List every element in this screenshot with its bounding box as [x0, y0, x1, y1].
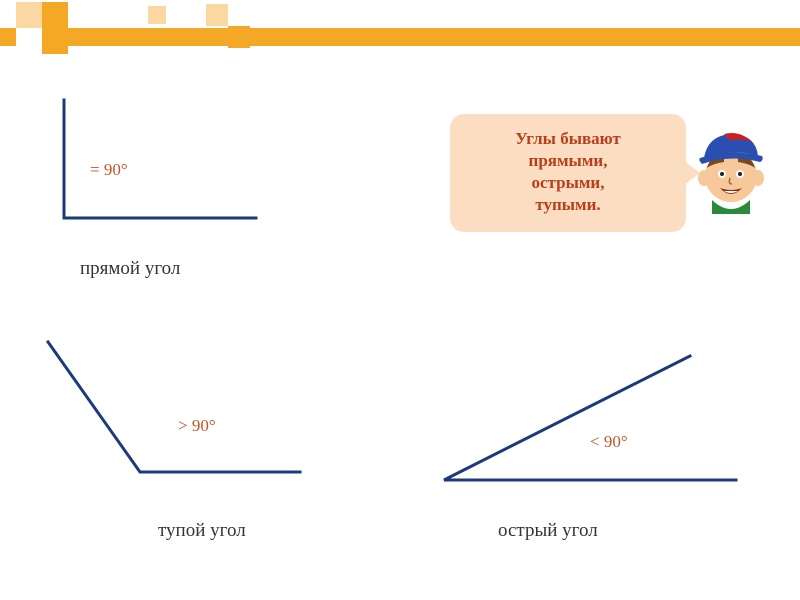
decor-square — [16, 28, 42, 54]
right-angle-caption: прямой угол — [80, 258, 180, 280]
acute-angle-caption: острый угол — [498, 520, 598, 542]
acute-angle-figure — [440, 352, 740, 492]
cartoon-boy-icon — [694, 128, 768, 219]
obtuse-angle-value: > 90° — [178, 416, 216, 436]
bubble-line: острыми, — [468, 172, 668, 194]
bubble-line: тупыми. — [468, 194, 668, 216]
decor-band — [0, 28, 800, 46]
bubble-line: Углы бывают — [468, 128, 668, 150]
decor-square — [42, 2, 68, 28]
decor-square — [148, 6, 166, 24]
obtuse-angle-figure — [44, 338, 304, 478]
acute-angle-value: < 90° — [590, 432, 628, 452]
bubble-line: прямыми, — [468, 150, 668, 172]
decor-square — [228, 26, 250, 48]
decor-square — [206, 4, 228, 26]
speech-bubble: Углы бывают прямыми, острыми, тупыми. — [450, 114, 686, 232]
right-angle-value: = 90° — [90, 160, 128, 180]
decor-square — [16, 2, 42, 28]
obtuse-angle-caption: тупой угол — [158, 520, 246, 542]
decor-square — [42, 28, 68, 54]
